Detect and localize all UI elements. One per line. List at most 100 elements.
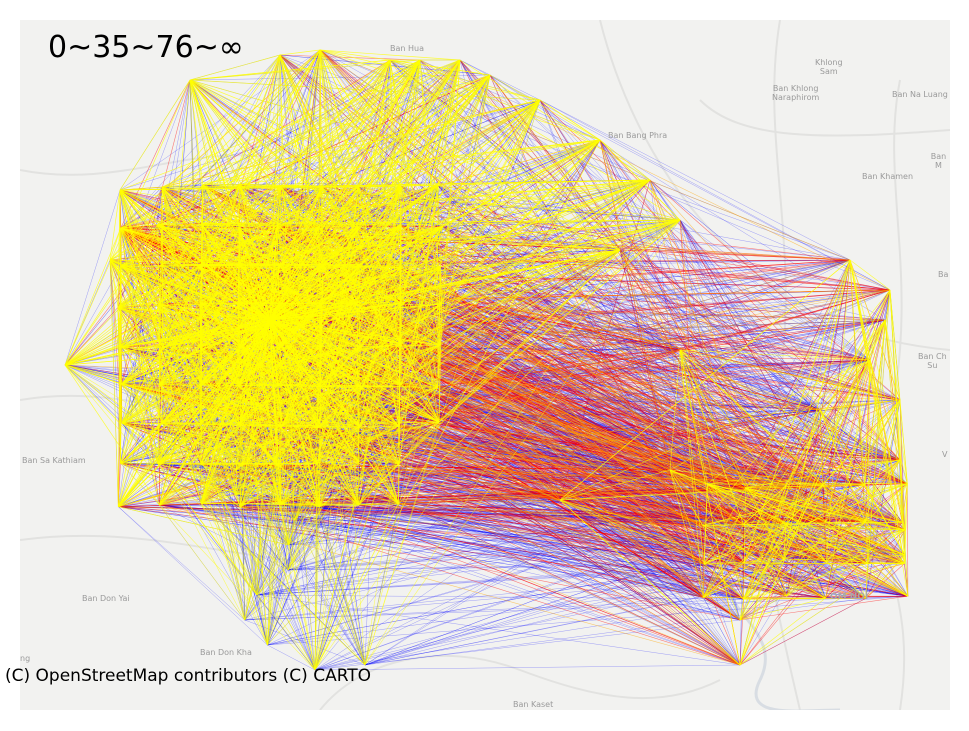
flow-line-high [189,79,443,305]
flow-line-high [120,227,324,266]
flow-line-high [439,249,621,346]
flow-line-high [117,59,421,308]
flow-line-mid [824,319,886,523]
flow-line-high [238,184,282,505]
flow-line-high [189,79,681,221]
flow-line-high [189,79,360,188]
flow-line-mid [317,305,744,525]
flow-line-mid [906,483,909,597]
road-line [880,79,906,710]
flow-line-high [119,59,461,191]
flow-line-low [539,99,851,261]
flow-line-low [280,504,741,666]
flow-line-mid [437,387,787,486]
flow-lines-high [64,49,909,671]
flow-line-high [317,219,681,428]
flow-line-low [317,319,886,428]
flow-line-low [280,504,704,598]
flow-line-high [64,59,421,366]
flow-line-high [279,139,601,266]
flow-line-low [280,504,741,621]
flow-line-high [121,265,401,344]
flow-line-high [317,59,391,464]
flow-line-mid [159,504,744,564]
flow-line-low [358,504,704,598]
flow-line-high [419,59,681,221]
flow-line-high [322,139,601,266]
flow-line-high [400,59,421,225]
flow-line-high [64,54,281,366]
flow-line-high [279,54,621,251]
flow-line-mid [389,59,901,461]
map-panel[interactable]: Ban Hua Khlong Sam Ban Khlong Naraphirom… [20,20,950,710]
flow-line-high [120,179,651,229]
flow-line-high [189,54,281,81]
flow-line-mid [419,59,891,291]
flow-line-high [201,223,359,506]
flow-line-high [119,79,191,191]
flow-line-high [120,184,240,229]
flow-line-low [287,544,290,571]
flow-line-low [267,563,705,646]
flow-line-high [276,225,362,348]
flow-line-low [244,595,908,621]
flow-line-high [199,54,281,268]
flow-line-mid [117,307,908,484]
flow-line-low [162,186,866,599]
flow-line-mid [282,289,891,426]
flow-line-mid [240,506,741,666]
flow-line-high [120,249,621,464]
flow-line-mid [739,554,906,621]
flow-line-low [439,344,704,598]
flow-line-mid [400,343,708,485]
flow-line-mid [358,504,787,525]
flow-line-low [489,74,901,461]
flow-line-high [239,185,281,228]
flow-line-mid [442,225,871,361]
flow-line-mid [649,179,901,401]
flow-line-mid [489,74,826,523]
flow-line-high [238,186,282,303]
flow-line-high [202,99,541,186]
flow-line-low [267,563,868,646]
flow-line-high [319,463,400,508]
road-line [20,534,421,566]
flow-line-high [189,79,541,101]
flow-line-low [319,506,744,600]
flow-line-high [280,185,681,221]
flow-line-high [64,364,159,465]
flow-line-high [400,99,541,385]
flow-line-high [161,186,363,389]
flow-line-high [441,249,621,305]
flow-line-low [267,563,705,646]
flow-line-high [161,139,601,265]
flow-line-low [459,59,541,101]
flow-line-low [118,506,268,646]
flow-line-high [117,306,201,348]
flow-line-low [288,562,744,571]
flow-line-low [314,505,359,671]
flow-line-high [117,347,163,507]
flow-line-high [282,343,401,426]
flow-line-mid [739,522,903,621]
flow-line-low [489,74,651,181]
flow-line-low [294,519,741,621]
flow-line-high [64,185,402,366]
flow-line-high [109,54,281,261]
flow-line-low [442,225,821,411]
flow-line-low [364,563,868,666]
flow-line-low [649,179,871,361]
flow-line-mid [319,506,703,526]
flow-line-high [320,385,400,427]
flow-line-high [109,189,121,261]
map-canvas[interactable] [20,20,950,710]
flow-line-high [398,421,440,427]
flow-line-high [189,79,402,187]
flow-line-high [319,49,541,101]
flow-line-high [398,343,401,427]
flow-line-high [120,184,240,267]
flow-line-mid [241,464,865,485]
flow-line-high [279,54,401,344]
flow-line-low [743,259,851,525]
flow-line-mid [118,506,787,525]
